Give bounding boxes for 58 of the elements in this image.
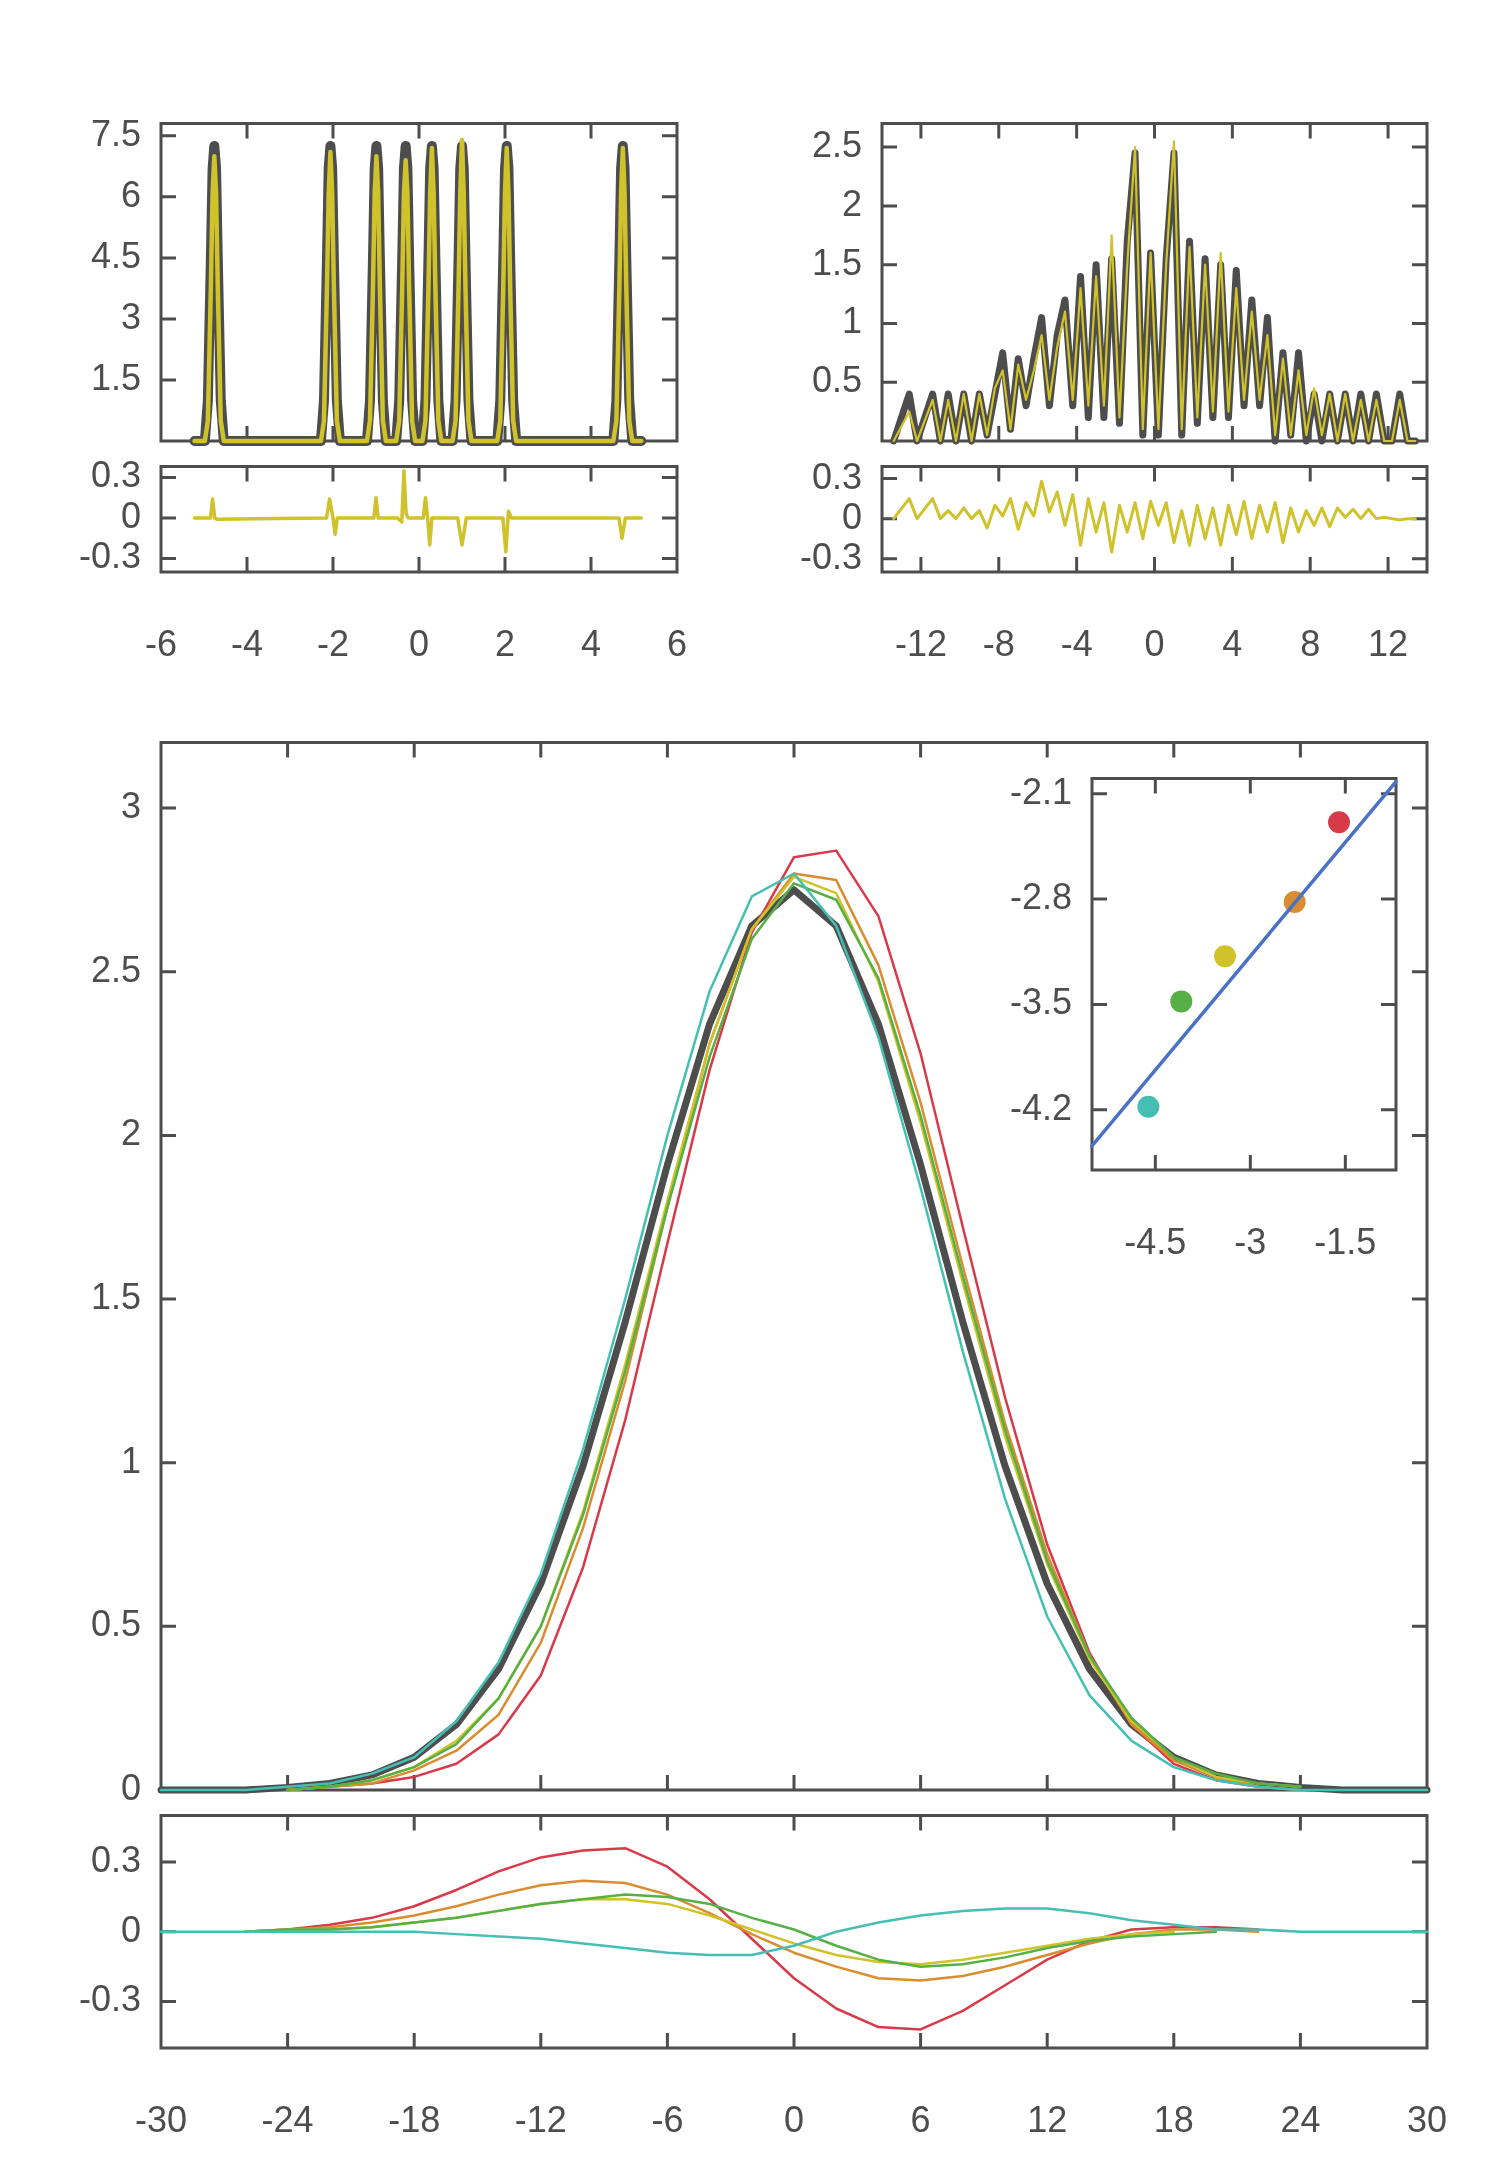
y-tick-label: -2.8 xyxy=(1009,875,1072,917)
x-tick-label: 12 xyxy=(1368,622,1409,664)
y-tick-label: 7.5 xyxy=(90,112,141,154)
x-tick-label: 8 xyxy=(1300,622,1321,664)
x-tick-label: -24 xyxy=(261,2098,314,2140)
x-tick-label: -18 xyxy=(388,2098,441,2140)
x-tick-label: -12 xyxy=(514,2098,567,2140)
x-tick-label: -2 xyxy=(316,622,350,664)
x-tick-label: 0 xyxy=(408,622,430,664)
y-tick-label: 4.5 xyxy=(90,234,141,276)
y-tick-label: 1.5 xyxy=(811,241,862,283)
x-tick-label: -4 xyxy=(1060,622,1093,664)
y-tick-label: -0.3 xyxy=(799,535,862,577)
x-tick-label: 2 xyxy=(494,622,516,664)
x-tick-label: -4.5 xyxy=(1124,1220,1187,1262)
y-tick-label: 2 xyxy=(120,1112,141,1154)
x-tick-label: -12 xyxy=(894,622,947,664)
x-tick-label: 30 xyxy=(1406,2098,1448,2140)
y-tick-label: 0.3 xyxy=(90,454,141,496)
y-tick-label: 0 xyxy=(841,495,862,537)
y-tick-label: -2.1 xyxy=(1009,770,1072,812)
y-tick-label: 0.3 xyxy=(811,455,862,497)
x-tick-label: 4 xyxy=(580,622,602,664)
y-tick-label: 0 xyxy=(120,1908,141,1950)
y-tick-label: 2 xyxy=(841,182,862,224)
y-tick-label: 0.5 xyxy=(90,1603,141,1645)
y-tick-label: -3.5 xyxy=(1009,981,1072,1023)
y-tick-label: 2.5 xyxy=(90,948,141,990)
y-tick-label: 1.5 xyxy=(90,1275,141,1317)
x-tick-label: 0 xyxy=(1144,622,1165,664)
x-tick-label: -4 xyxy=(230,622,264,664)
x-tick-label: 6 xyxy=(910,2098,931,2140)
x-tick-label: 18 xyxy=(1153,2098,1194,2140)
y-tick-label: 1.5 xyxy=(90,356,141,398)
y-tick-label: -0.3 xyxy=(78,1978,141,2020)
y-tick-label: 1 xyxy=(120,1439,141,1481)
x-tick-label: -8 xyxy=(982,622,1015,664)
x-tick-label: -1.5 xyxy=(1314,1220,1377,1262)
x-tick-label: 4 xyxy=(1222,622,1243,664)
x-tick-label: -3 xyxy=(1234,1220,1267,1262)
y-tick-label: 0 xyxy=(120,1766,141,1808)
x-tick-label: 6 xyxy=(666,622,688,664)
y-tick-label: 0.5 xyxy=(811,359,862,401)
x-tick-label: 0 xyxy=(783,2098,805,2140)
y-tick-label: 2.5 xyxy=(811,124,862,166)
y-tick-label: 0 xyxy=(120,494,141,536)
y-tick-label: -4.2 xyxy=(1009,1086,1072,1128)
y-tick-label: 3 xyxy=(120,295,141,337)
x-tick-label: -6 xyxy=(144,622,178,664)
x-tick-label: -30 xyxy=(134,2098,188,2140)
x-tick-label: 12 xyxy=(1027,2098,1068,2140)
y-tick-label: 6 xyxy=(120,173,141,215)
x-tick-label: -6 xyxy=(651,2098,684,2140)
y-tick-label: -0.3 xyxy=(78,535,141,577)
y-tick-label: 0.3 xyxy=(90,1839,141,1880)
y-tick-label: 1 xyxy=(841,300,862,342)
x-tick-label: 24 xyxy=(1280,2098,1321,2140)
y-tick-label: 3 xyxy=(120,784,141,826)
